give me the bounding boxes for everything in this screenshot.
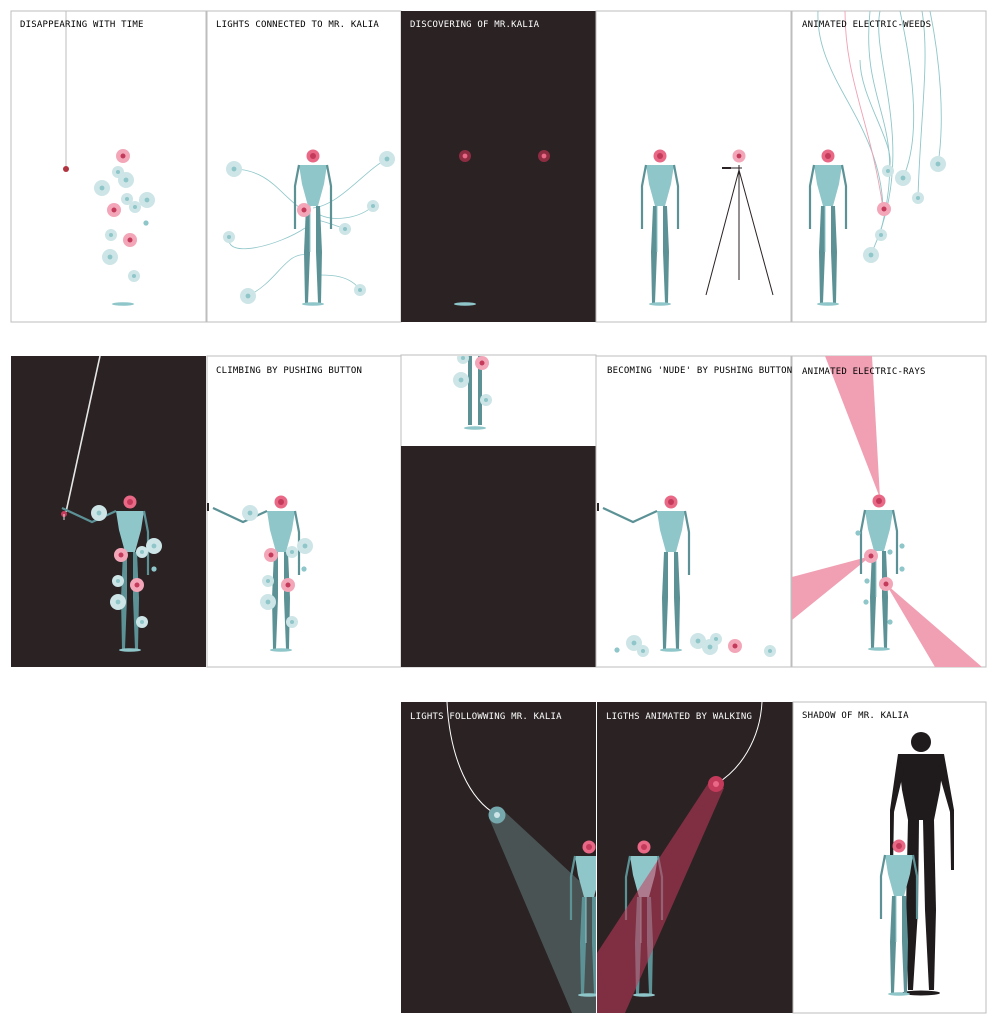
- panel-climbing-button: CLIMBING BY PUSHING BUTTON: [206, 355, 402, 668]
- panel-electric-rays: ANIMATED ELECTRIC-RAYS: [791, 355, 987, 668]
- panel-title: LIGTHS ANIMATED BY WALKING: [606, 712, 752, 722]
- panel-title: SHADOW OF MR. KALIA: [802, 711, 909, 721]
- panel-discovering: DISCOVERING OF MR.KALIA: [401, 11, 596, 322]
- panel-becoming-nude: BECOMING 'NUDE' BY PUSHING BUTTON: [595, 355, 792, 668]
- panel-title: CLIMBING BY PUSHING BUTTON: [216, 366, 362, 376]
- panel-lights-walking: LIGTHS ANIMATED BY WALKING: [597, 702, 793, 1013]
- panel-title: BECOMING 'NUDE' BY PUSHING BUTTON: [607, 366, 792, 376]
- panel-title: ANIMATED ELECTRIC-RAYS: [802, 367, 926, 377]
- panel-shadow: SHADOW OF MR. KALIA: [792, 701, 987, 1014]
- panel-tripod: [595, 10, 792, 323]
- panel-electric-weeds: ANIMATED ELECTRIC-WEEDS: [791, 10, 987, 323]
- panel-title: LIGHTS FOLLOWWING MR. KALIA: [410, 712, 562, 722]
- panel-lights-following: LIGHTS FOLLOWWING MR. KALIA: [401, 702, 596, 1013]
- panel-split-climb: [400, 354, 597, 668]
- panel-title: DISAPPEARING WITH TIME: [20, 20, 144, 30]
- panel-disappearing-with-time: DISAPPEARING WITH TIME: [10, 10, 207, 323]
- panel-lights-connected: LIGHTS CONNECTED TO MR. KALIA: [206, 10, 402, 323]
- panel-title: ANIMATED ELECTRIC-WEEDS: [802, 20, 931, 30]
- panel-dark-climbing: [11, 356, 206, 667]
- panel-title: LIGHTS CONNECTED TO MR. KALIA: [216, 20, 379, 30]
- panel-title: DISCOVERING OF MR.KALIA: [410, 20, 540, 30]
